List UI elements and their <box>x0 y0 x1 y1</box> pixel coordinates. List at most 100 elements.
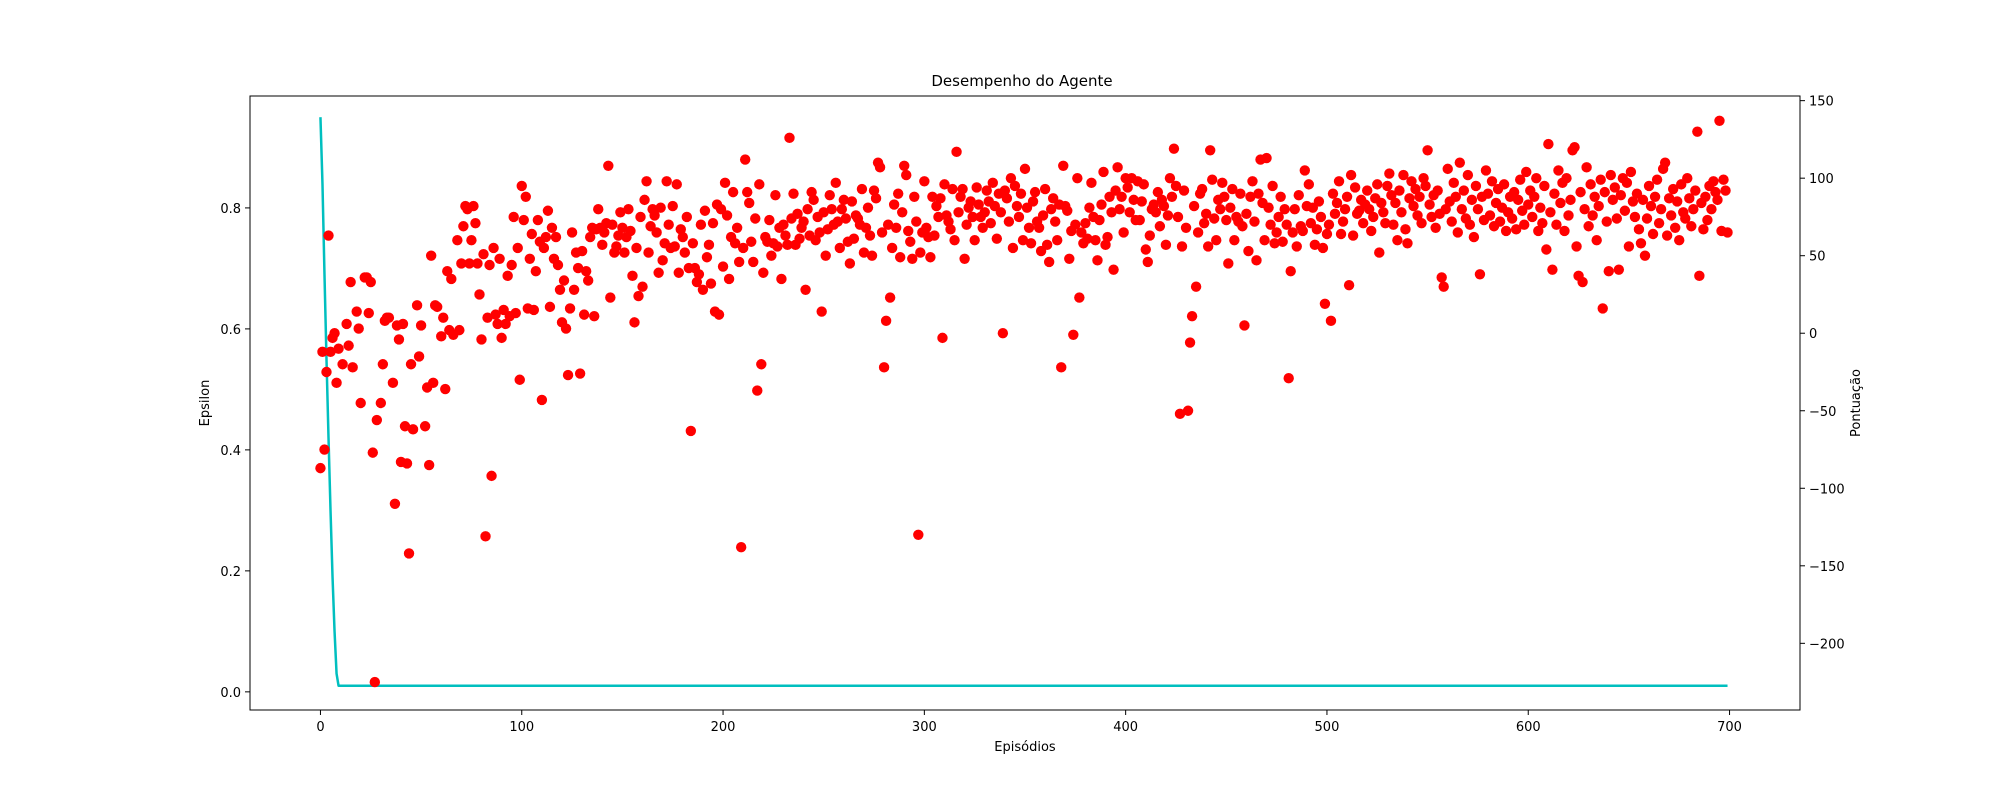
score-point <box>631 242 642 254</box>
score-point <box>341 318 352 330</box>
score-point <box>802 203 813 215</box>
score-point <box>931 200 942 212</box>
score-point <box>1625 166 1637 178</box>
score-point <box>1025 238 1037 249</box>
score-point <box>1663 193 1675 204</box>
score-point <box>1392 235 1403 246</box>
score-point <box>905 236 916 247</box>
score-point <box>1627 196 1639 207</box>
score-point <box>1410 183 1421 195</box>
score-point <box>981 185 992 196</box>
score-point <box>1303 179 1315 190</box>
score-point <box>1335 228 1347 240</box>
score-point <box>1621 177 1633 189</box>
score-point <box>860 222 872 233</box>
score-point <box>1056 362 1067 373</box>
score-point <box>673 267 684 278</box>
score-point <box>1102 231 1113 243</box>
score-point <box>1229 235 1240 246</box>
score-point <box>1339 203 1351 215</box>
score-point <box>613 230 624 241</box>
score-point <box>603 160 614 171</box>
score-point <box>1529 191 1540 202</box>
score-point <box>739 154 751 165</box>
score-point <box>848 233 860 244</box>
score-point <box>1386 190 1397 201</box>
score-point <box>844 258 856 269</box>
score-point <box>1005 172 1017 184</box>
score-point <box>1702 214 1713 226</box>
score-point <box>679 247 691 258</box>
score-point <box>1007 242 1019 254</box>
score-point <box>1291 241 1302 252</box>
score-point <box>882 219 894 230</box>
score-point <box>1450 191 1461 202</box>
score-point <box>508 211 519 223</box>
score-point <box>389 498 401 509</box>
score-point <box>1166 191 1178 202</box>
score-point <box>699 205 711 216</box>
score-point <box>562 369 574 381</box>
score-point <box>1331 197 1343 209</box>
score-point <box>554 284 566 296</box>
score-point <box>701 252 713 263</box>
score-point <box>1708 176 1719 187</box>
score-point <box>1535 202 1546 213</box>
score-point <box>1190 281 1202 292</box>
score-point <box>438 312 449 323</box>
score-point <box>937 332 948 344</box>
x-tick-label: 0 <box>316 720 324 735</box>
score-point <box>1494 216 1506 227</box>
score-point <box>597 239 608 251</box>
score-point <box>1162 210 1174 221</box>
score-point <box>1299 165 1311 176</box>
score-point <box>514 374 525 385</box>
score-point <box>1023 222 1035 233</box>
score-point <box>764 214 775 226</box>
score-point <box>1468 231 1480 243</box>
score-point <box>1039 183 1051 195</box>
score-point <box>1011 200 1023 212</box>
score-point <box>862 202 874 213</box>
score-point <box>1426 211 1437 223</box>
score-point <box>794 233 805 244</box>
score-point <box>629 317 640 328</box>
score-point <box>1553 165 1564 176</box>
score-point <box>478 248 489 260</box>
score-point <box>500 318 511 330</box>
score-point <box>1080 217 1091 229</box>
score-point <box>1364 203 1375 215</box>
score-point <box>413 351 425 362</box>
score-point <box>894 252 906 263</box>
score-point <box>1440 203 1451 215</box>
score-point <box>1420 180 1431 192</box>
score-point <box>1309 239 1321 251</box>
score-point <box>1337 216 1349 227</box>
y-left-tick-label: 0.2 <box>220 565 241 580</box>
score-point <box>1285 266 1296 277</box>
score-point <box>1182 405 1194 416</box>
score-point <box>653 267 664 278</box>
score-point <box>651 227 662 238</box>
score-point <box>886 242 898 254</box>
score-point <box>939 179 950 190</box>
score-point <box>1029 186 1041 198</box>
score-point <box>633 290 644 302</box>
score-point <box>1595 174 1606 185</box>
score-point <box>671 179 682 190</box>
score-point <box>1319 298 1331 309</box>
score-point <box>1466 194 1478 206</box>
score-point <box>464 258 475 269</box>
score-point <box>927 191 938 202</box>
score-point <box>913 529 924 540</box>
score-point <box>1527 211 1538 223</box>
score-point <box>1317 242 1329 254</box>
score-point <box>1027 196 1039 207</box>
score-point <box>1519 219 1530 230</box>
score-point <box>574 368 586 379</box>
score-point <box>778 219 789 230</box>
score-point <box>1136 196 1147 207</box>
score-point <box>456 258 467 269</box>
score-point <box>1472 203 1484 215</box>
